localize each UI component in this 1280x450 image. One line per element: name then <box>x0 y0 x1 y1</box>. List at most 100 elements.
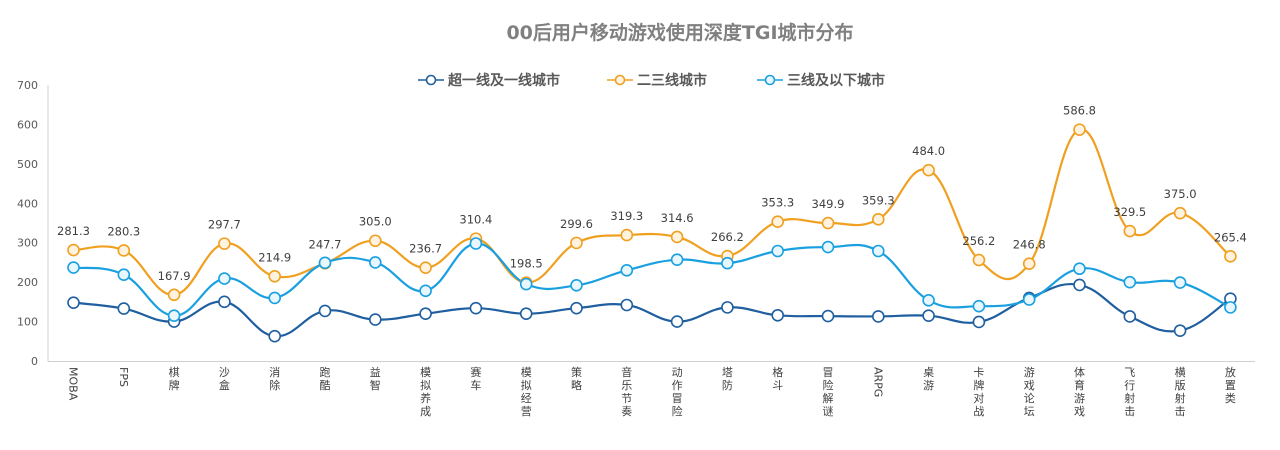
data-label: 305.0 <box>359 215 392 229</box>
data-label: 266.2 <box>711 230 744 244</box>
x-tick-label: ARPG <box>871 367 884 397</box>
x-tick-label: 益智 <box>370 365 381 392</box>
legend-item-tier1[interactable]: 超一线及一线城市 <box>418 70 560 90</box>
data-label: 247.7 <box>309 237 342 251</box>
data-point-tier3 <box>318 256 332 270</box>
x-tick-label: 放置类 <box>1225 365 1236 405</box>
data-point-tier3 <box>721 256 734 270</box>
data-point-tier1 <box>620 298 634 312</box>
y-tick-label: 0 <box>31 355 38 368</box>
x-tick-label: MOBA <box>67 367 80 401</box>
data-point-tier23 <box>871 213 885 226</box>
data-point-tier23 <box>922 163 935 177</box>
data-label: 359.3 <box>862 193 895 207</box>
data-label: 375.0 <box>1164 187 1197 201</box>
y-tick-label: 300 <box>17 237 38 250</box>
legend-item-tier3[interactable]: 三线及以下城市 <box>757 70 885 90</box>
data-point-tier23 <box>771 215 785 228</box>
data-label: 349.9 <box>812 197 845 211</box>
data-point-tier3 <box>368 256 382 269</box>
y-tick-label: 600 <box>17 118 38 131</box>
data-point-tier3 <box>972 299 986 313</box>
data-point-tier3 <box>469 237 483 250</box>
legend-item-tier23[interactable]: 二三线城市 <box>607 70 707 90</box>
x-tick-label: 模拟养成 <box>420 366 431 418</box>
data-point-tier23 <box>1224 250 1237 263</box>
x-tick-label: 赛车 <box>470 365 481 392</box>
data-point-tier3 <box>821 240 835 254</box>
data-point-tier1 <box>318 304 332 318</box>
data-point-tier1 <box>721 301 734 314</box>
y-tick-label: 100 <box>17 316 38 329</box>
data-point-tier23 <box>1022 257 1036 270</box>
data-point-tier23 <box>368 234 382 248</box>
legend-label-tier23: 二三线城市 <box>637 73 707 89</box>
series-line-tier23 <box>73 128 1232 296</box>
data-point-tier3 <box>117 268 131 281</box>
data-label: 299.6 <box>560 217 593 231</box>
data-point-tier3 <box>167 309 181 322</box>
data-point-tier23 <box>620 228 634 242</box>
data-point-tier3 <box>1073 262 1086 276</box>
data-label: 281.3 <box>57 224 90 238</box>
x-tick-label: 冒险解谜 <box>823 366 834 418</box>
data-label: 310.4 <box>459 213 492 227</box>
legend-label-tier3: 三线及以下城市 <box>787 73 885 89</box>
data-point-tier3 <box>922 293 935 307</box>
data-point-tier23 <box>117 244 131 257</box>
data-point-tier23 <box>972 253 986 267</box>
data-point-tier1 <box>218 295 231 309</box>
y-tick-label: 200 <box>17 276 38 289</box>
data-point-tier1 <box>1123 310 1137 323</box>
data-point-tier1 <box>670 315 684 328</box>
x-tick-label: 游戏论坛 <box>1024 366 1035 418</box>
data-label: 297.7 <box>208 218 241 232</box>
data-point-tier23 <box>218 237 231 250</box>
data-point-tier1 <box>1073 278 1086 292</box>
data-point-tier1 <box>1173 324 1187 337</box>
x-tick-label: 策略 <box>571 365 582 392</box>
x-tick-label: 卡牌对战 <box>973 366 984 418</box>
data-point-tier1 <box>570 301 583 315</box>
x-tick-label: 桌游 <box>923 366 934 392</box>
data-label: 198.5 <box>510 257 543 271</box>
data-point-tier3 <box>419 284 432 298</box>
x-tick-label: 动作冒险 <box>672 366 683 418</box>
x-tick-label: 模拟经营 <box>521 366 532 418</box>
data-point-tier23 <box>167 288 181 302</box>
data-label: 314.6 <box>661 211 694 225</box>
legend-marker-tier3 <box>757 74 783 86</box>
data-label: 353.3 <box>761 196 794 210</box>
data-point-tier3 <box>1173 276 1187 289</box>
data-point-tier23 <box>268 269 282 283</box>
data-point-tier1 <box>922 309 935 322</box>
data-point-tier23 <box>419 261 432 274</box>
data-point-tier1 <box>771 308 785 322</box>
data-point-tier1 <box>469 301 483 315</box>
data-point-tier23 <box>1123 224 1137 238</box>
data-point-tier3 <box>871 244 885 258</box>
data-point-tier23 <box>821 216 835 230</box>
x-tick-label: 体育游戏 <box>1074 365 1085 418</box>
x-tick-label: 跑酷 <box>320 365 331 392</box>
data-point-tier3 <box>771 244 785 258</box>
legend: 超一线及一线城市 二三线城市 三线及以下城市 <box>0 70 1280 90</box>
data-point-tier3 <box>1022 293 1036 306</box>
data-point-tier1 <box>821 309 835 323</box>
data-point-tier1 <box>419 307 432 320</box>
data-label: 280.3 <box>107 224 140 238</box>
data-point-tier1 <box>268 329 282 343</box>
chart-title: 00后用户移动游戏使用深度TGI城市分布 <box>506 22 854 44</box>
series-line-tier1 <box>73 282 1232 338</box>
data-point-tier23 <box>670 230 684 244</box>
data-point-tier3 <box>570 278 583 292</box>
x-tick-label: 塔防 <box>722 366 733 392</box>
legend-marker-tier1 <box>418 74 444 86</box>
data-point-tier1 <box>368 313 382 326</box>
data-point-tier1 <box>117 302 131 315</box>
data-label: 167.9 <box>158 269 191 283</box>
data-label: 586.8 <box>1063 104 1096 118</box>
x-tick-label: 音乐节奏 <box>621 365 632 418</box>
legend-marker-tier23 <box>607 74 633 86</box>
y-tick-label: 500 <box>17 158 38 171</box>
